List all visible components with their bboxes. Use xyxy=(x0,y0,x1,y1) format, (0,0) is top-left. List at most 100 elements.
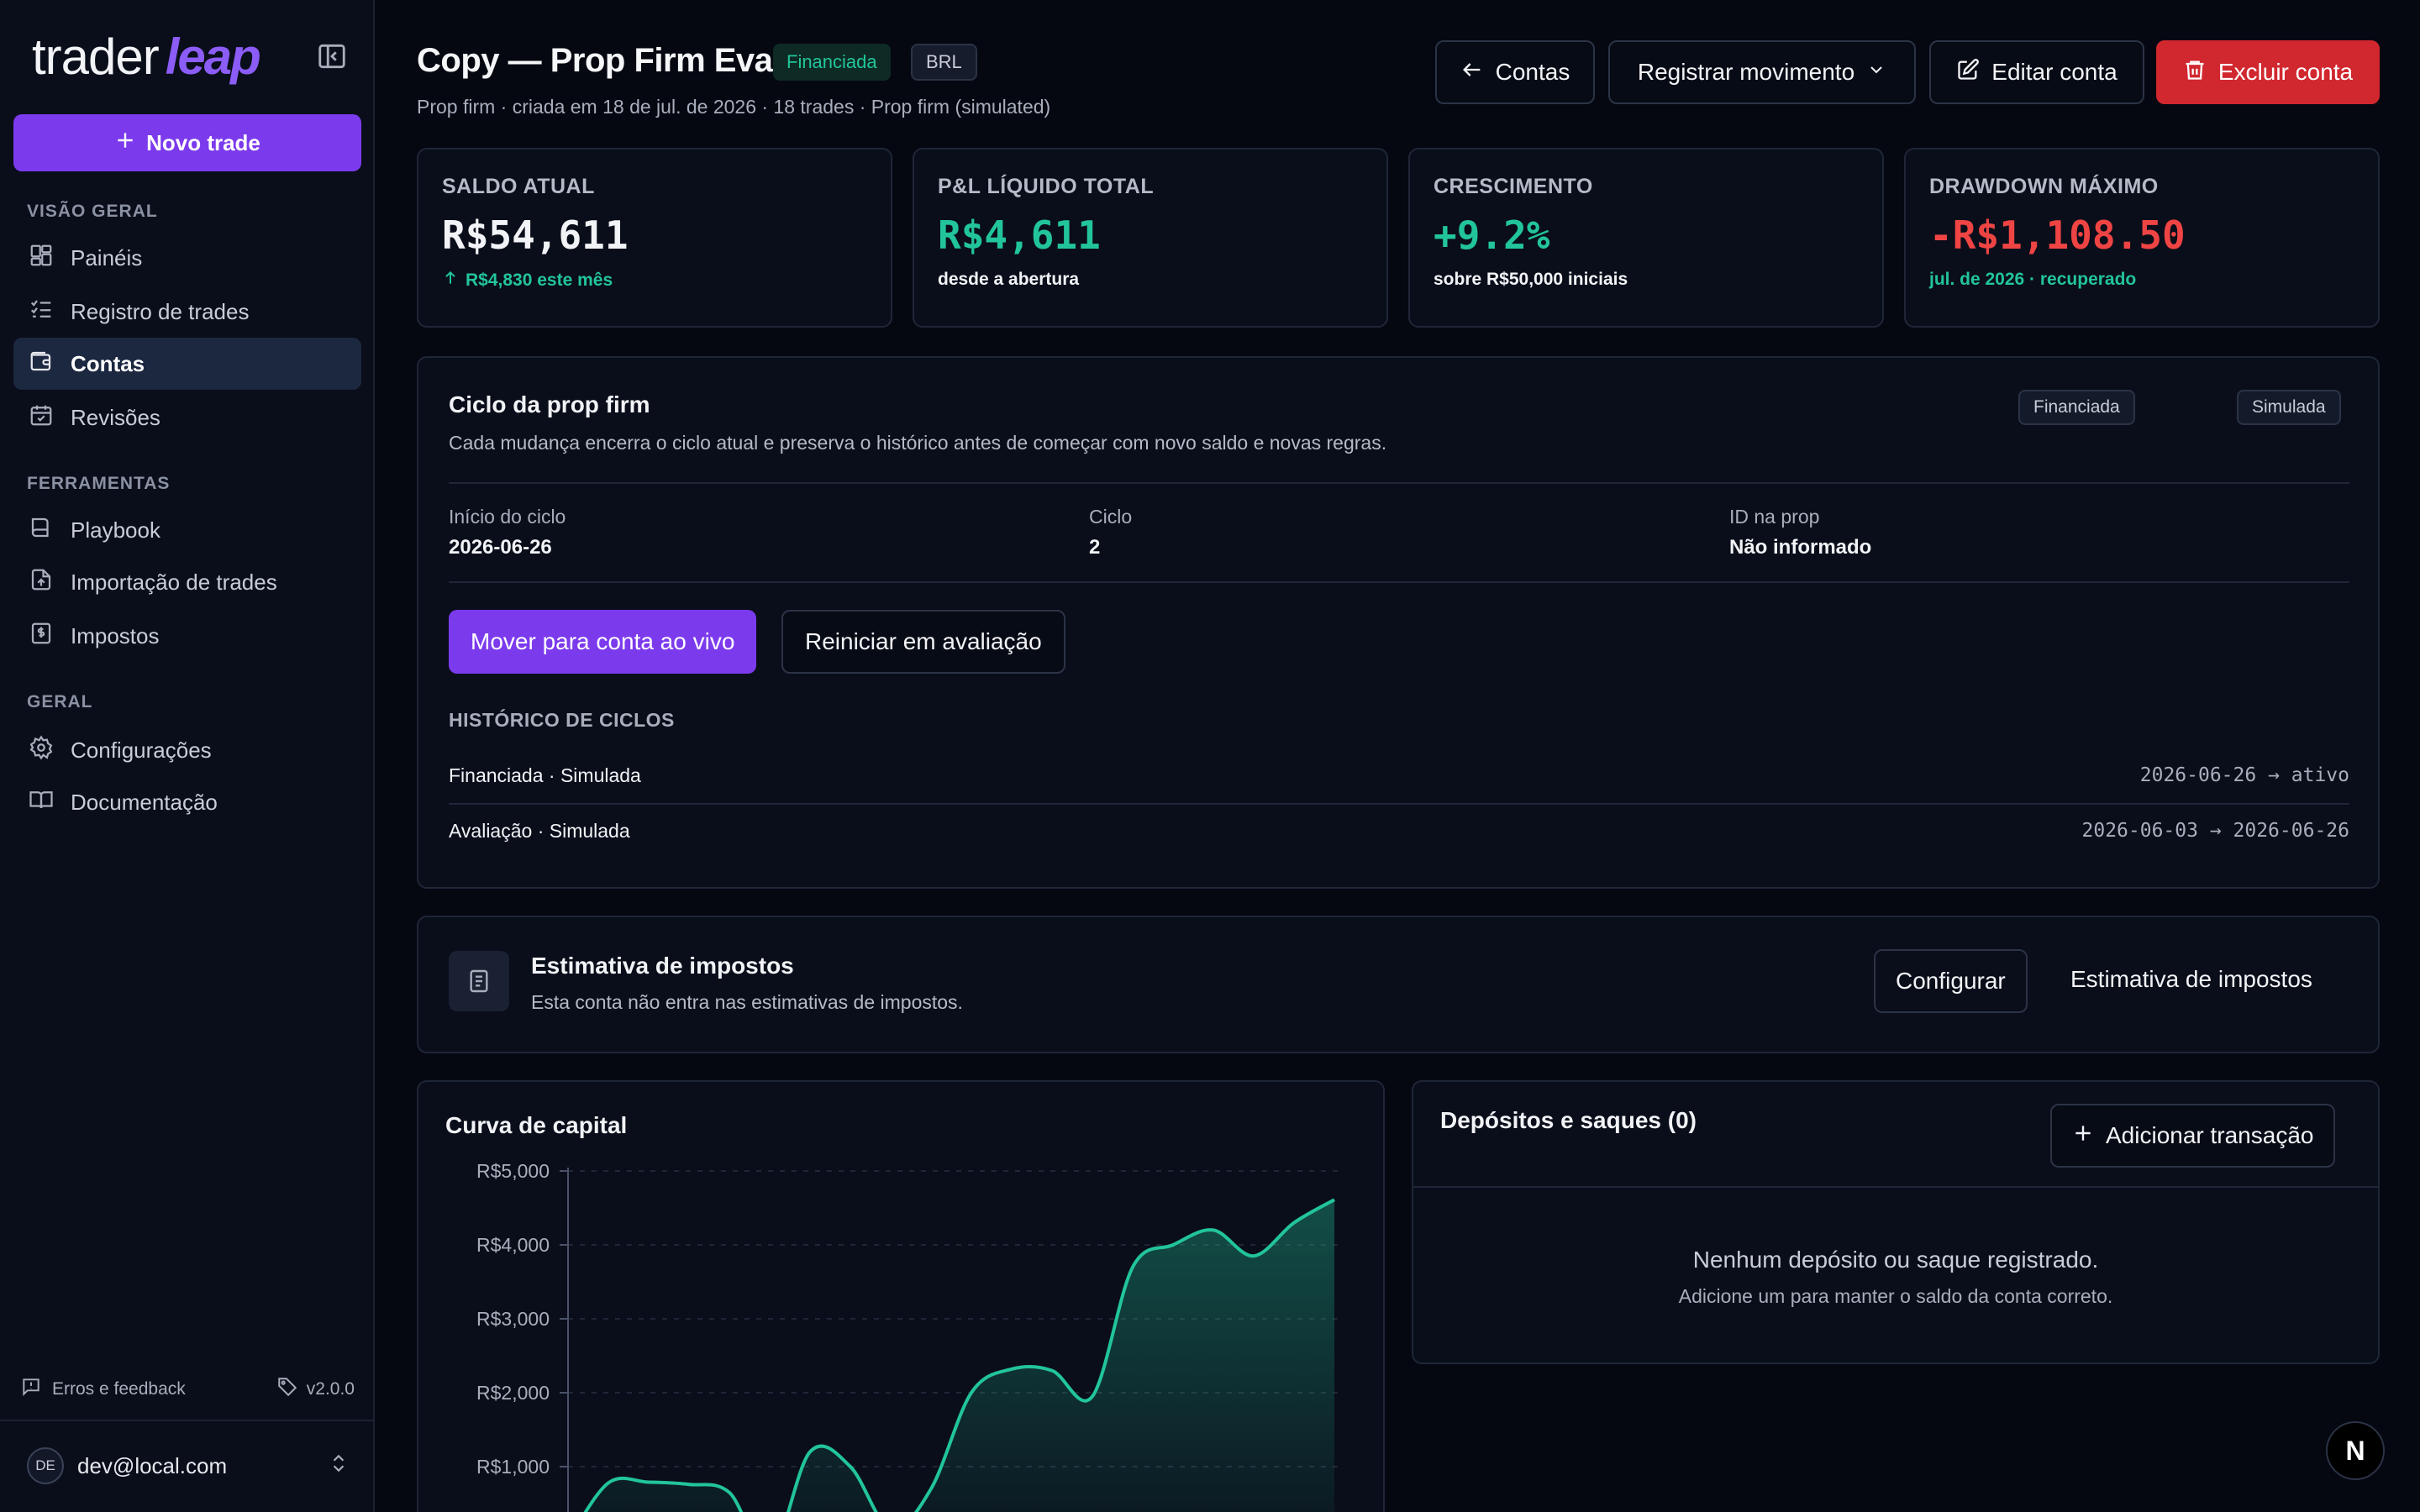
feedback-label: Erros e feedback xyxy=(52,1379,186,1399)
edit-account-button[interactable]: Editar conta xyxy=(1929,40,2144,104)
logo-trader: trader xyxy=(32,28,160,85)
history-name: Avaliação · Simulada xyxy=(449,819,630,842)
tax-estimate-link[interactable]: Estimativa de impostos xyxy=(2070,966,2312,992)
move-to-live-button[interactable]: Mover para conta ao vivo xyxy=(449,610,757,674)
stat-sub-text: R$4,830 este mês xyxy=(466,270,613,290)
document-icon xyxy=(449,951,509,1011)
y-tick-label: R$2,000 xyxy=(476,1382,550,1404)
logo-leap: leap xyxy=(165,28,261,85)
list-check-icon xyxy=(29,297,54,328)
divider xyxy=(449,581,2349,583)
page-subtitle: Prop firm · criada em 18 de jul. de 2026… xyxy=(417,96,1051,118)
history-range: 2026-06-26 → ativo xyxy=(2139,764,2349,786)
section-title-overview: VISÃO GERAL xyxy=(27,202,158,221)
plus-icon xyxy=(2072,1122,2094,1150)
stat-value: +9.2% xyxy=(1434,213,1550,258)
sidebar-footer: Erros e feedback v2.0.0 xyxy=(0,1368,375,1411)
history-name: Financiada · Simulada xyxy=(449,764,641,786)
sidebar-item-docs[interactable]: Documentação xyxy=(13,776,361,828)
stat-sub: sobre R$50,000 iniciais xyxy=(1434,270,1628,289)
stat-label: DRAWDOWN MÁXIMO xyxy=(1929,175,2159,198)
delete-account-button[interactable]: Excluir conta xyxy=(2156,40,2380,104)
chip-simulated: Simulada xyxy=(2237,390,2341,425)
tax-description: Esta conta não entra nas estimativas de … xyxy=(531,991,963,1013)
add-transaction-button[interactable]: Adicionar transação xyxy=(2050,1104,2336,1168)
sidebar-item-label: Importação de trades xyxy=(71,569,277,595)
currency-badge: BRL xyxy=(911,44,977,81)
next-dev-badge[interactable]: N xyxy=(2326,1421,2385,1480)
stat-value: -R$1,108.50 xyxy=(1929,213,2186,258)
history-row: Financiada · Simulada 2026-06-26 → ativo xyxy=(449,748,2349,803)
user-menu[interactable]: DE dev@local.com xyxy=(27,1445,350,1487)
tax-title: Estimativa de impostos xyxy=(531,953,794,979)
user-email: dev@local.com xyxy=(77,1452,228,1478)
feedback-icon xyxy=(20,1376,42,1403)
stat-label: SALDO ATUAL xyxy=(442,175,595,198)
deposits-panel: Depósitos e saques (0) Adicionar transaç… xyxy=(1412,1080,2380,1364)
feedback-link[interactable]: Erros e feedback xyxy=(20,1376,186,1403)
empty-title: Nenhum depósito ou saque registrado. xyxy=(1692,1247,2099,1273)
sidebar-item-label: Configurações xyxy=(71,737,212,763)
configure-button[interactable]: Configurar xyxy=(1874,949,2028,1013)
sidebar-item-label: Registro de trades xyxy=(71,298,250,324)
book-icon xyxy=(29,515,54,546)
equity-line-positive xyxy=(583,1198,1335,1512)
tag-icon xyxy=(276,1376,298,1403)
equity-area xyxy=(585,1200,1334,1512)
register-movement-button[interactable]: Registrar movimento xyxy=(1608,40,1916,104)
cycle-number-value: 2 xyxy=(1089,536,1101,559)
collapse-sidebar-icon[interactable] xyxy=(316,40,348,72)
stat-sub: R$4,830 este mês xyxy=(442,270,867,291)
sidebar-item-reviews[interactable]: Revisões xyxy=(13,391,361,444)
sidebar-item-accounts[interactable]: Contas xyxy=(13,338,361,390)
sidebar-item-label: Documentação xyxy=(71,789,218,815)
avatar: DE xyxy=(27,1447,64,1484)
sidebar-item-trade-import[interactable]: Importação de trades xyxy=(13,556,361,608)
sidebar: trader leap Novo trade VISÃO GERAL Painé… xyxy=(0,0,375,1512)
stat-card-pnl: P&L LÍQUIDO TOTAL R$4,611 desde a abertu… xyxy=(913,148,1388,328)
divider xyxy=(1413,1186,2378,1188)
sidebar-item-label: Revisões xyxy=(71,404,160,430)
new-trade-button[interactable]: Novo trade xyxy=(13,114,361,171)
divider xyxy=(449,803,2349,805)
history-title: HISTÓRICO DE CICLOS xyxy=(449,709,675,731)
equity-title: Curva de capital xyxy=(445,1112,628,1138)
dashboard-icon xyxy=(29,243,54,274)
history-range: 2026-06-03 → 2026-06-26 xyxy=(2081,820,2350,842)
stat-card-drawdown: DRAWDOWN MÁXIMO -R$1,108.50 jul. de 2026… xyxy=(1904,148,2380,328)
sidebar-item-settings[interactable]: Configurações xyxy=(13,724,361,776)
cycle-description: Cada mudança encerra o ciclo atual e pre… xyxy=(449,432,1387,454)
equity-curve-panel: Curva de capital R$5,000 R$4,000 R$3,000 R$… xyxy=(417,1080,1385,1512)
file-import-icon xyxy=(29,567,54,598)
cycle-title: Ciclo da prop firm xyxy=(449,391,650,417)
y-tick-label: R$4,000 xyxy=(476,1234,550,1256)
stat-sub: desde a abertura xyxy=(938,270,1080,289)
cycle-start-value: 2026-06-26 xyxy=(449,536,552,559)
edit-label: Editar conta xyxy=(1991,59,2118,85)
sidebar-item-playbook[interactable]: Playbook xyxy=(13,504,361,556)
plus-icon xyxy=(114,129,136,157)
sidebar-item-taxes[interactable]: Impostos xyxy=(13,610,361,662)
gear-icon xyxy=(29,734,54,766)
restart-evaluation-button[interactable]: Reiniciar em avaliação xyxy=(781,610,1065,674)
page-title: Copy — Prop Firm Eval xyxy=(417,42,782,79)
version-label: v2.0.0 xyxy=(306,1379,355,1399)
app-logo[interactable]: trader leap xyxy=(32,25,261,87)
tax-estimate-panel: Estimativa de impostos Esta conta não en… xyxy=(417,916,2380,1053)
arrow-left-icon xyxy=(1460,58,1484,87)
sidebar-item-label: Impostos xyxy=(71,622,160,648)
cycle-number-label: Ciclo xyxy=(1089,506,1133,528)
chip-funded: Financiada xyxy=(2018,390,2135,425)
prop-firm-cycle-panel: Ciclo da prop firm Cada mudança encerra … xyxy=(417,356,2380,889)
chevron-up-down-icon xyxy=(328,1452,350,1480)
sidebar-item-trade-log[interactable]: Registro de trades xyxy=(13,286,361,338)
stat-sub: jul. de 2026 · recuperado xyxy=(1929,270,2137,289)
register-label: Registrar movimento xyxy=(1637,59,1855,85)
open-book-icon xyxy=(29,787,54,818)
back-to-accounts-button[interactable]: Contas xyxy=(1435,40,1595,104)
stat-value: R$4,611 xyxy=(938,213,1101,258)
sidebar-item-dashboards[interactable]: Painéis xyxy=(13,232,361,284)
trash-icon xyxy=(2183,58,2207,87)
stat-label: CRESCIMENTO xyxy=(1434,175,1593,198)
